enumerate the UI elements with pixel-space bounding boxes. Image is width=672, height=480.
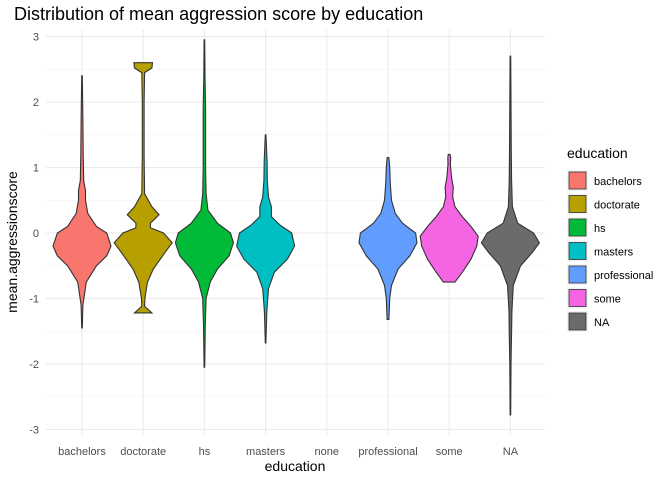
x-tick-label: hs — [199, 446, 211, 458]
y-tick-label: 0 — [33, 228, 39, 240]
x-tick-label: doctorate — [120, 446, 166, 458]
x-tick-label: bachelors — [58, 446, 106, 458]
violin-some — [419, 153, 479, 283]
x-axis-ticks: bachelors doctorate hs masters none professio… — [58, 446, 519, 458]
legend-items: bachelors doctorate hs masters professional s… — [567, 170, 653, 332]
violins — [52, 39, 541, 416]
legend-label: hs — [594, 223, 606, 235]
x-tick-label: none — [315, 446, 339, 458]
legend-label: doctorate — [594, 200, 640, 212]
legend-label: bachelors — [594, 176, 642, 188]
violin-masters — [236, 134, 296, 344]
legend-swatch-some — [568, 289, 587, 307]
legend-label: NA — [594, 317, 610, 329]
y-tick-label: 2 — [33, 97, 39, 109]
legend-label: professional — [594, 270, 653, 282]
legend-swatch-na — [568, 312, 587, 331]
y-tick-label: -2 — [29, 359, 39, 371]
chart-title: Distribution of mean aggression score by… — [14, 4, 423, 24]
x-tick-label: professional — [358, 446, 417, 458]
y-tick-label: 3 — [33, 32, 39, 44]
y-tick-label: 1 — [33, 163, 39, 175]
legend-title: education — [567, 145, 628, 161]
y-tick-label: -1 — [29, 293, 39, 305]
x-tick-label: masters — [246, 446, 286, 458]
x-tick-label: some — [436, 446, 463, 458]
violin-na — [480, 55, 541, 416]
y-tick-label: -3 — [29, 424, 39, 436]
y-axis-ticks: -3 -2 -1 0 1 2 3 — [29, 32, 39, 437]
legend-label: masters — [594, 247, 634, 259]
violin-professional — [358, 157, 418, 320]
violin-doctorate — [113, 62, 173, 314]
violin-bachelors — [52, 75, 112, 329]
x-tick-label: NA — [503, 446, 519, 458]
legend-swatch-bachelors — [568, 171, 587, 190]
legend-swatch-hs — [568, 218, 587, 237]
legend-label: some — [594, 294, 621, 306]
x-axis-title: education — [265, 458, 326, 474]
legend: education bachelors doctorate hs masters pro… — [567, 145, 653, 332]
legend-swatch-masters — [568, 242, 587, 260]
violin-hs — [174, 39, 234, 368]
legend-swatch-professional — [568, 265, 587, 284]
legend-swatch-doctorate — [568, 195, 587, 213]
y-axis-title: mean.aggressionscore — [4, 171, 20, 313]
